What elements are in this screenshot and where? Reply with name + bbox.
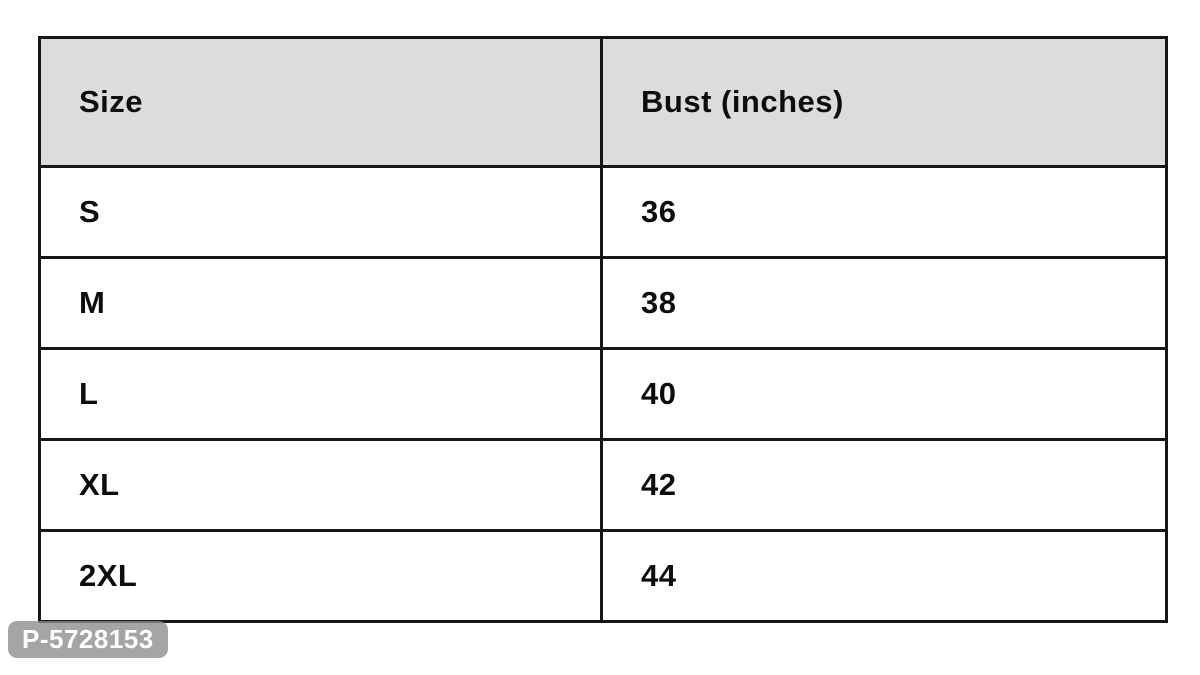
watermark-label: P-5728153 bbox=[22, 624, 154, 654]
bust-column-header: Bust (inches) bbox=[600, 36, 1168, 168]
size-cell: S bbox=[38, 165, 603, 259]
bust-cell: 44 bbox=[600, 529, 1168, 623]
table-row: S 36 bbox=[38, 165, 1168, 259]
size-chart-table: Size Bust (inches) S 36 M 38 L 40 XL 42 bbox=[38, 36, 1168, 623]
bust-cell: 42 bbox=[600, 438, 1168, 532]
table-row: XL 42 bbox=[38, 438, 1168, 532]
size-cell: L bbox=[38, 347, 603, 441]
bust-cell: 38 bbox=[600, 256, 1168, 350]
bust-cell: 40 bbox=[600, 347, 1168, 441]
bust-cell: 36 bbox=[600, 165, 1168, 259]
table-row: L 40 bbox=[38, 347, 1168, 441]
size-column-header: Size bbox=[38, 36, 603, 168]
table-row: 2XL 44 bbox=[38, 529, 1168, 623]
header-row: Size Bust (inches) bbox=[38, 36, 1168, 168]
watermark-badge: P-5728153 bbox=[8, 621, 168, 658]
size-cell: 2XL bbox=[38, 529, 603, 623]
table-row: M 38 bbox=[38, 256, 1168, 350]
size-cell: M bbox=[38, 256, 603, 350]
size-cell: XL bbox=[38, 438, 603, 532]
